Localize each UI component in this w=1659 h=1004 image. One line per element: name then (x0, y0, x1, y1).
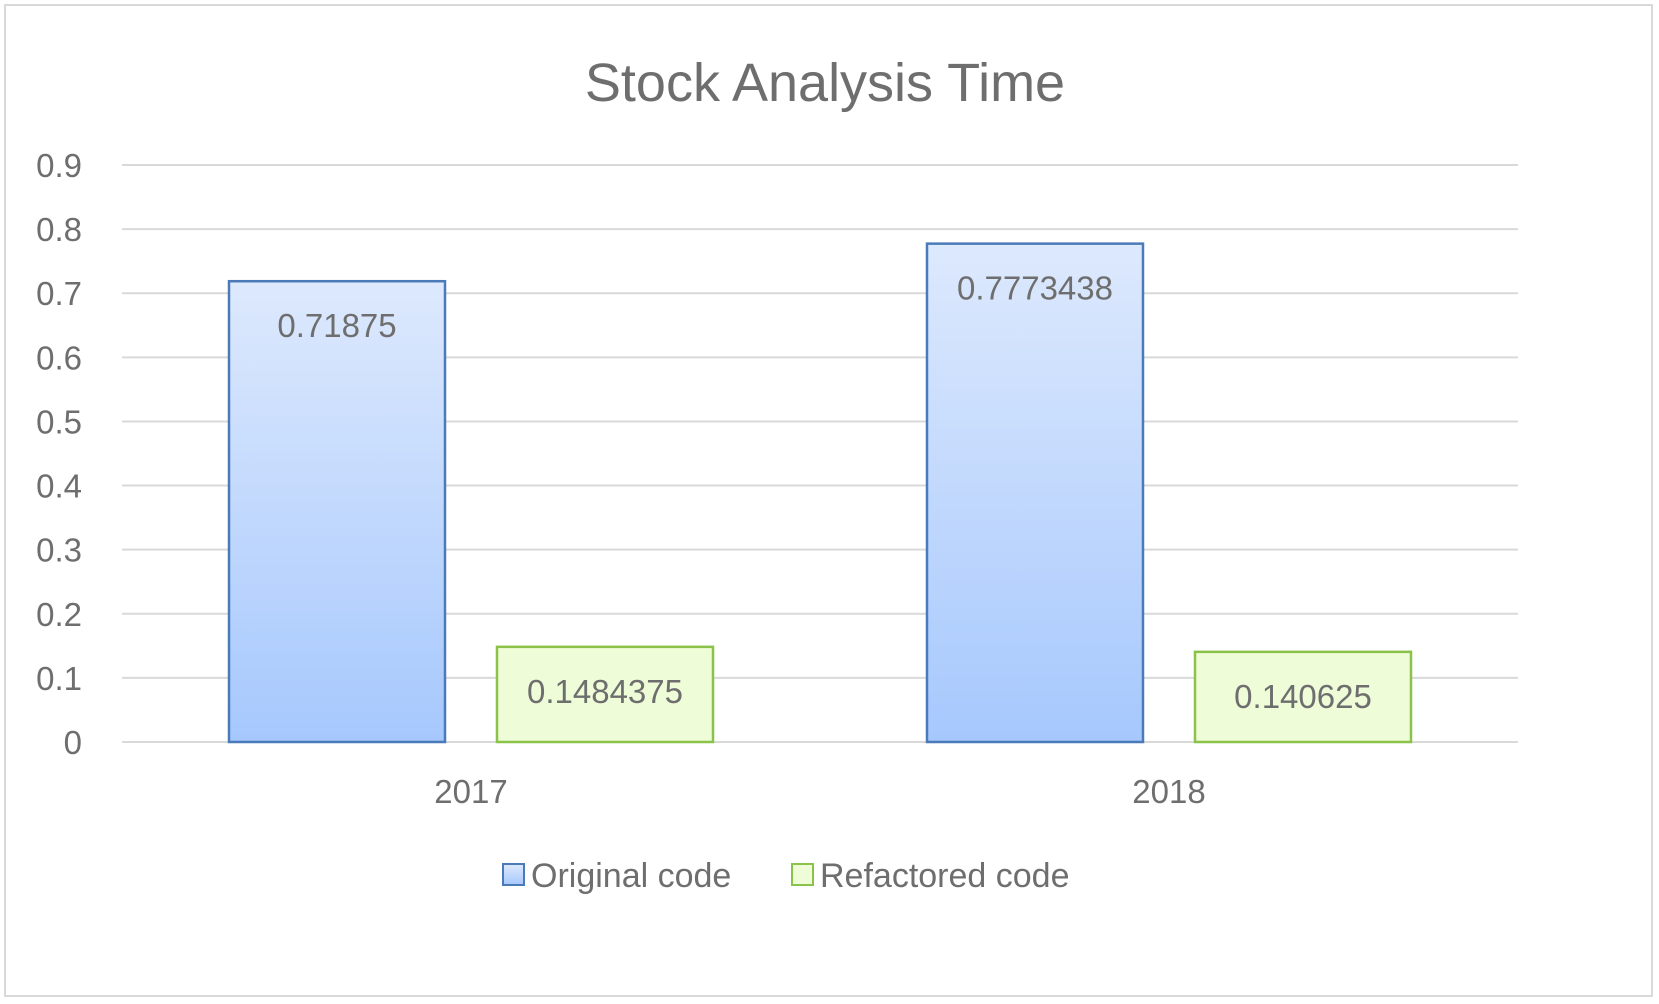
y-tick-label: 0.8 (36, 211, 82, 248)
chart-title: Stock Analysis Time (585, 53, 1065, 113)
legend-swatch (502, 863, 525, 886)
data-label: 0.140625 (1234, 678, 1372, 715)
data-label: 0.71875 (277, 307, 396, 344)
x-tick-label: 2017 (434, 773, 507, 810)
data-label: 0.7773438 (957, 270, 1113, 307)
bar-chart: Stock Analysis Time 00.10.20.30.40.50.60… (36, 53, 1518, 895)
x-axis-ticks: 2017 2018 (434, 773, 1205, 810)
bar-refactored-code-2018 (1193, 650, 1413, 744)
legend: Original code Refactored code (502, 857, 1070, 895)
y-axis-ticks: 0 0.1 0.2 0.3 0.4 0.5 0.6 0.7 0.8 0.9 (36, 147, 82, 761)
data-label: 0.1484375 (527, 673, 683, 710)
bar-refactored-code-2017 (495, 645, 715, 744)
legend-swatch (791, 863, 814, 886)
y-tick-label: 0.6 (36, 339, 82, 376)
y-tick-label: 0.4 (36, 468, 82, 505)
legend-label: Refactored code (820, 857, 1070, 895)
bars: 0.71875 0.1484375 0.7773438 0.140625 (227, 242, 1413, 744)
bar-original-code-2018 (925, 242, 1145, 744)
y-tick-label: 0.9 (36, 147, 82, 184)
y-tick-label: 0.1 (36, 660, 82, 697)
y-tick-label: 0.2 (36, 596, 82, 633)
y-tick-label: 0.5 (36, 403, 82, 440)
y-tick-label: 0.3 (36, 532, 82, 569)
y-tick-label: 0 (64, 724, 82, 761)
chart-frame: Stock Analysis Time 0 0.1 0.2 0.3 0.4 0.5 0.6 0… (4, 4, 1653, 997)
bar-original-code-2017 (227, 279, 447, 744)
x-tick-label: 2018 (1132, 773, 1205, 810)
y-tick-label: 0.7 (36, 275, 82, 312)
legend-label: Original code (531, 857, 731, 895)
